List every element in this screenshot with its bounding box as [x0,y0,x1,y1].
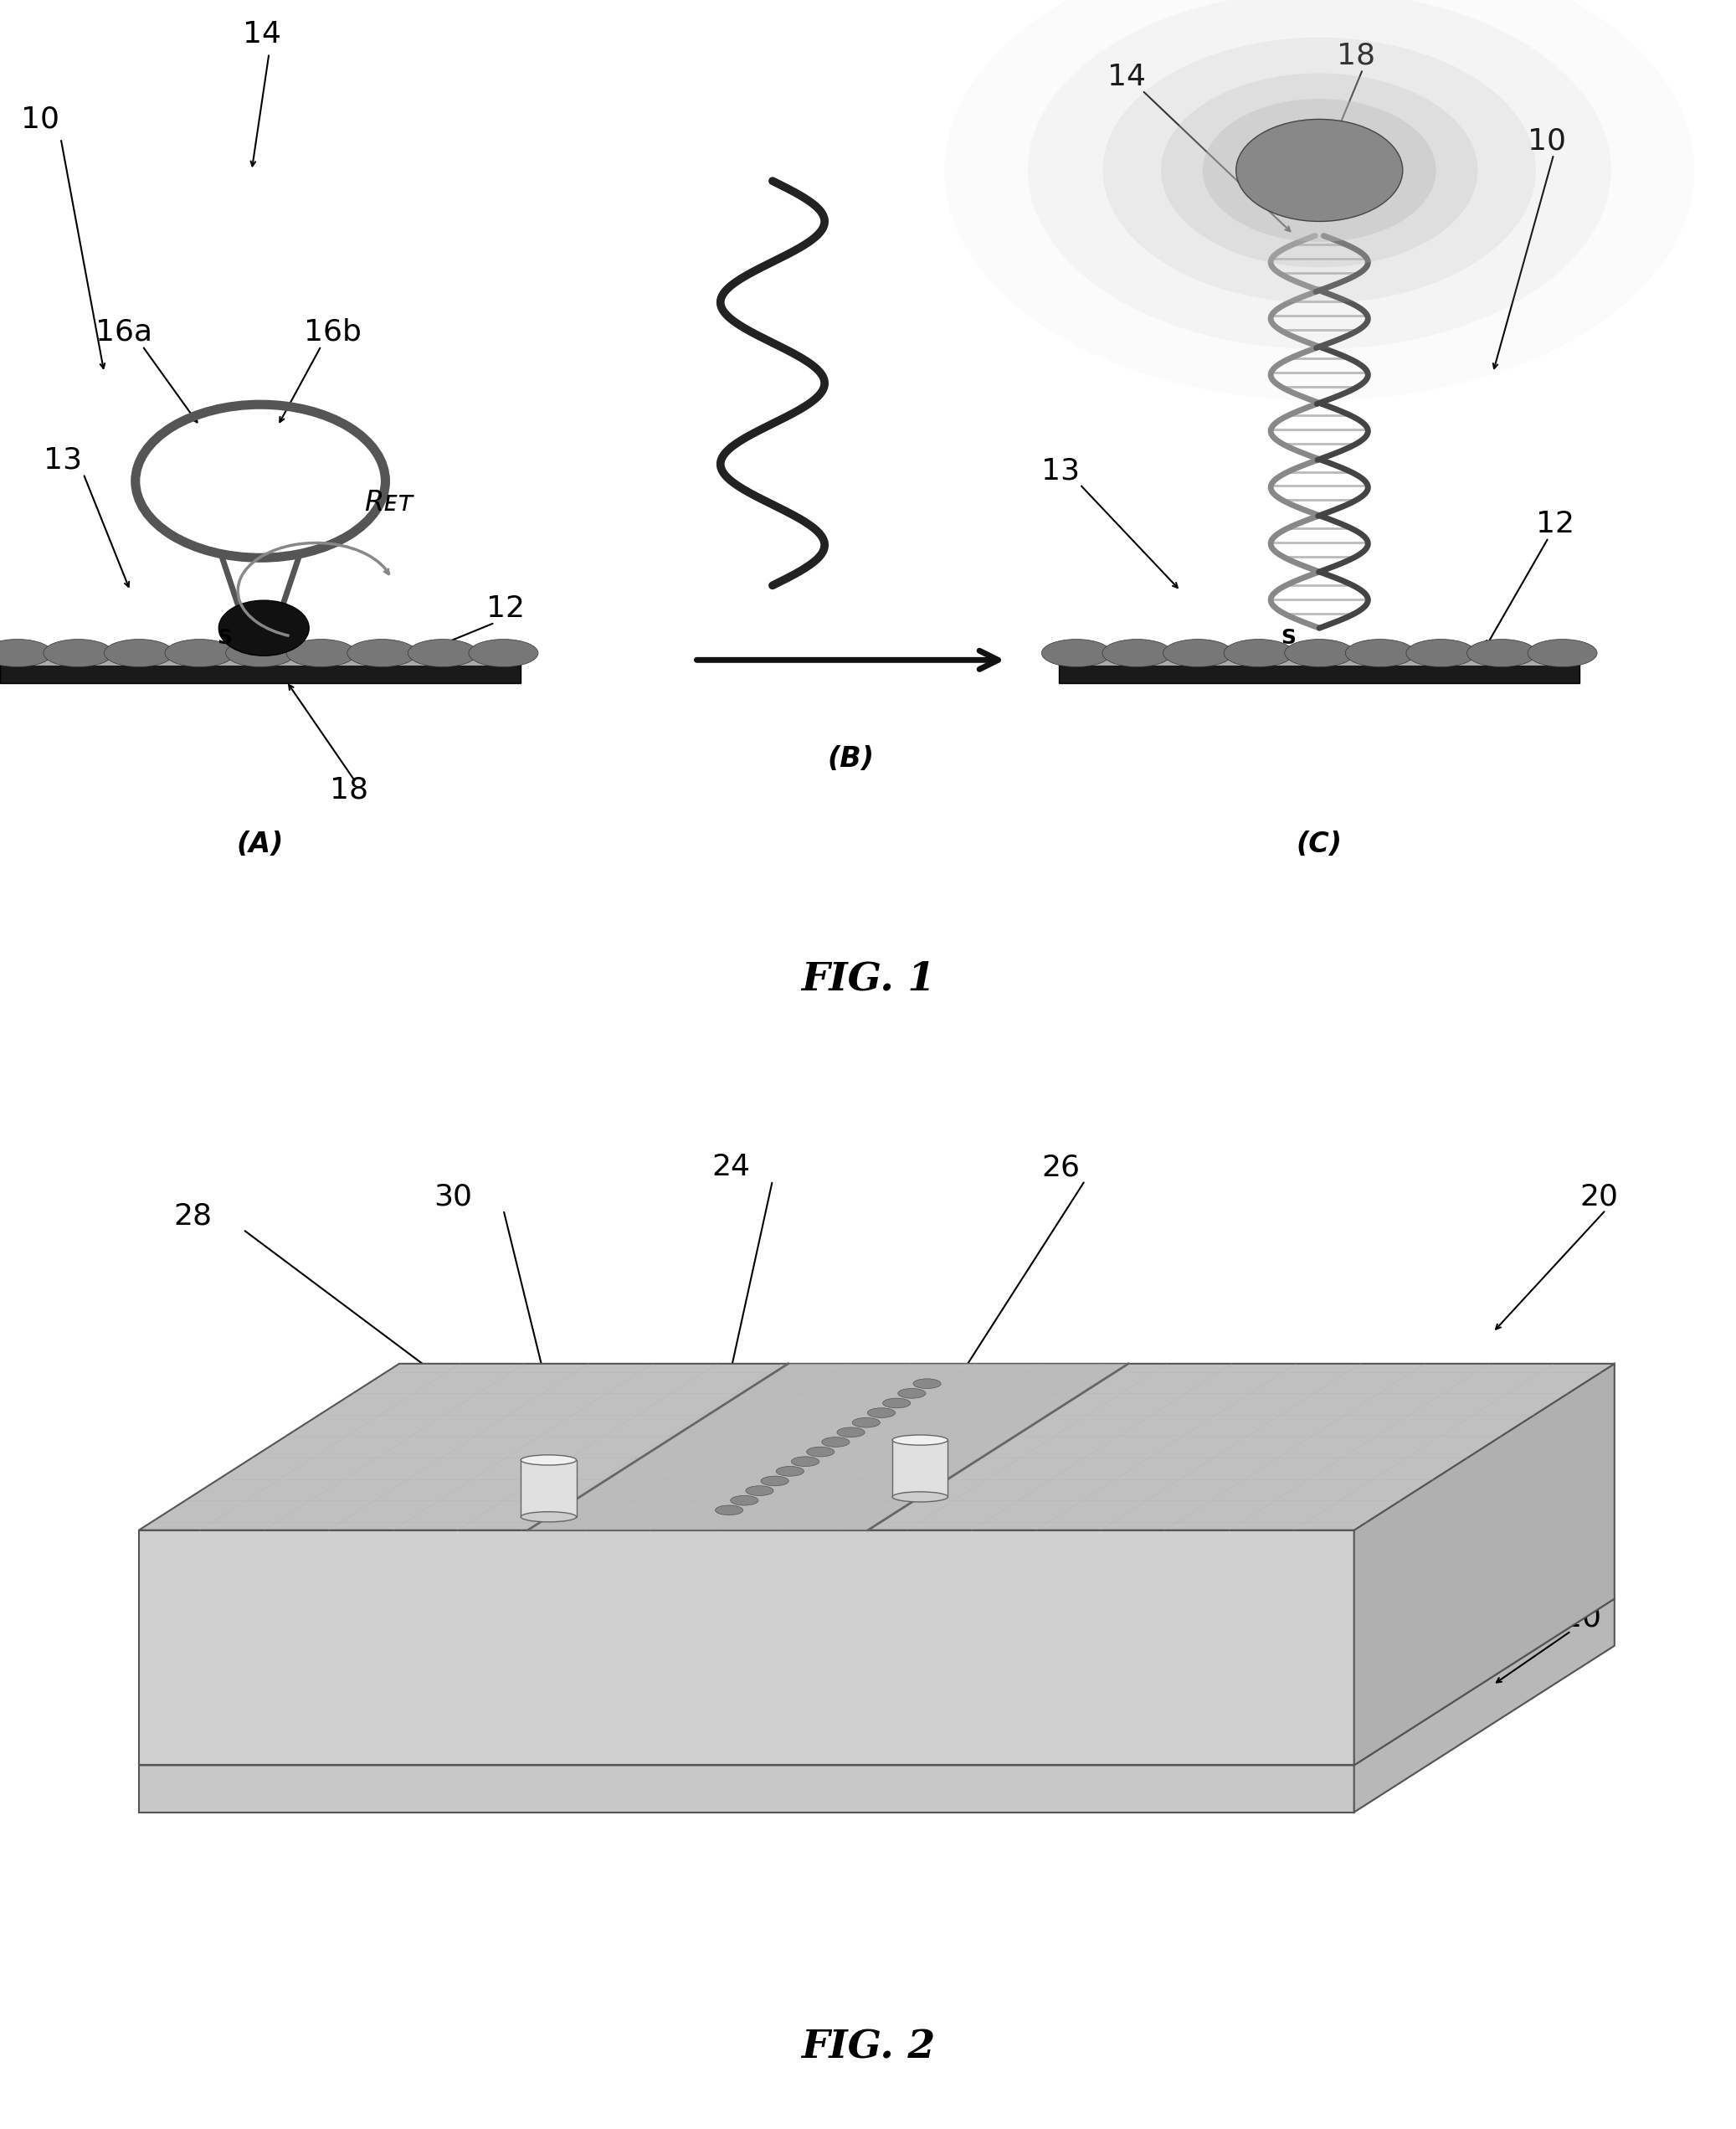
Text: 13: 13 [43,445,82,475]
Circle shape [1236,119,1403,221]
Text: FIG. 1: FIG. 1 [800,960,936,999]
Text: 12: 12 [1536,509,1575,539]
Text: FIG. 2: FIG. 2 [800,2029,936,2067]
Ellipse shape [1224,639,1293,666]
Text: (B): (B) [826,745,875,773]
Ellipse shape [1042,639,1111,666]
Bar [1059,660,1580,666]
Ellipse shape [760,1475,788,1486]
Text: S: S [1281,628,1297,647]
Ellipse shape [1528,639,1597,666]
Ellipse shape [226,639,295,666]
Circle shape [1203,98,1436,243]
Text: S: S [217,628,233,647]
Text: 16b: 16b [304,317,361,347]
Ellipse shape [408,639,477,666]
Text: (C): (C) [1297,830,1342,858]
Ellipse shape [43,639,113,666]
Ellipse shape [165,639,234,666]
Ellipse shape [1163,639,1233,666]
Ellipse shape [776,1467,804,1475]
Text: 10: 10 [21,104,59,134]
Ellipse shape [892,1435,948,1446]
Ellipse shape [837,1426,865,1437]
Text: 14: 14 [243,19,281,49]
Circle shape [1161,72,1477,268]
Polygon shape [139,1365,1614,1531]
Ellipse shape [852,1418,880,1426]
Polygon shape [892,1439,948,1497]
Text: Rᴇᴛ: Rᴇᴛ [365,490,415,517]
Polygon shape [139,1765,1354,1812]
Text: 13: 13 [1042,456,1080,485]
Ellipse shape [286,639,356,666]
Text: 28: 28 [174,1203,212,1231]
Polygon shape [1354,1365,1614,1765]
Polygon shape [1354,1599,1614,1812]
Ellipse shape [731,1495,759,1505]
Text: 24: 24 [712,1154,750,1182]
Ellipse shape [1285,639,1354,666]
Bar [0,660,521,666]
Text: 12: 12 [486,594,524,624]
Circle shape [219,600,309,656]
Text: 16a: 16a [95,317,153,347]
Polygon shape [139,1646,1614,1812]
Ellipse shape [1102,639,1172,666]
Polygon shape [139,1599,1614,1765]
Bar [0,660,521,683]
Ellipse shape [807,1448,835,1456]
Text: 26: 26 [1042,1154,1080,1182]
Text: 30: 30 [434,1182,472,1211]
Text: 18: 18 [1337,40,1375,70]
Ellipse shape [521,1454,576,1465]
Text: 18: 18 [330,775,368,805]
Text: 20: 20 [1580,1182,1618,1211]
Ellipse shape [1406,639,1476,666]
Ellipse shape [469,639,538,666]
Circle shape [1102,38,1536,302]
Ellipse shape [1345,639,1415,666]
Ellipse shape [0,639,52,666]
Ellipse shape [882,1399,910,1407]
Text: 22: 22 [1562,1456,1601,1486]
Polygon shape [139,1531,1354,1765]
Text: 10: 10 [1562,1603,1601,1633]
Ellipse shape [821,1437,849,1448]
Ellipse shape [792,1456,819,1467]
Text: (A): (A) [236,830,285,858]
Ellipse shape [746,1486,774,1495]
Circle shape [1028,0,1611,349]
Ellipse shape [898,1388,925,1399]
Circle shape [944,0,1694,400]
Ellipse shape [892,1492,948,1501]
Ellipse shape [104,639,174,666]
Bar [1059,660,1580,683]
Ellipse shape [715,1505,743,1516]
Ellipse shape [347,639,417,666]
Ellipse shape [1467,639,1536,666]
Polygon shape [521,1460,576,1516]
Polygon shape [528,1365,1128,1531]
Ellipse shape [913,1380,941,1388]
Ellipse shape [521,1512,576,1522]
Ellipse shape [868,1407,896,1418]
Text: 14: 14 [1108,62,1146,92]
Text: 10: 10 [1528,126,1566,155]
